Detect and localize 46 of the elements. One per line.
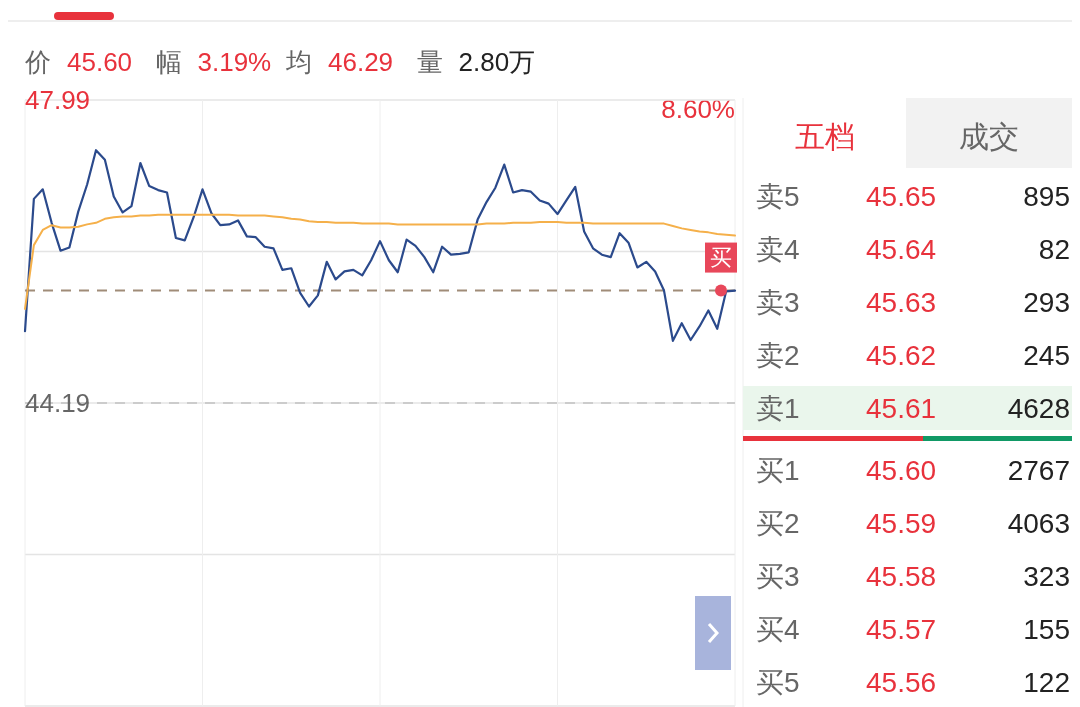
annotation: 买 (710, 245, 732, 271)
text: 4628 (1007, 393, 1070, 424)
text: 895 (1023, 181, 1070, 212)
line-series (24, 213, 736, 310)
text: 卖5 (756, 181, 800, 212)
text: 量 (416, 47, 443, 77)
text: 卖1 (756, 393, 800, 424)
line-series (23, 149, 737, 342)
text: 买4 (756, 614, 800, 645)
text: 4063 (1007, 508, 1070, 539)
text: 122 (1023, 667, 1070, 698)
text: 成交 (959, 120, 1019, 153)
text: 买1 (756, 455, 800, 486)
text: 46.29 (328, 47, 394, 77)
annotation: 8.60% (661, 94, 735, 124)
text: 45.58 (866, 561, 937, 592)
text: 45.63 (866, 287, 937, 318)
text: 卖4 (756, 234, 800, 265)
text: 293 (1023, 287, 1070, 318)
y-tick-label: 47.99 (25, 85, 91, 115)
text: 价 (24, 47, 51, 77)
text: 45.61 (866, 393, 937, 424)
text: 买3 (756, 561, 800, 592)
text: 2767 (1007, 455, 1070, 486)
text: 3.19% (197, 47, 272, 77)
text: 买5 (756, 667, 800, 698)
text: 45.60 (67, 47, 133, 77)
text: 45.59 (866, 508, 937, 539)
text: 均 (285, 47, 312, 77)
text: 45.60 (866, 455, 937, 486)
text: 卖3 (756, 287, 800, 318)
text: 155 (1023, 614, 1070, 645)
text: 45.57 (866, 614, 937, 645)
text: 245 (1023, 340, 1070, 371)
text: 82 (1038, 234, 1070, 265)
text: 卖2 (756, 340, 800, 371)
text: 45.65 (866, 181, 937, 212)
text: 幅 (155, 47, 182, 77)
y-tick-label: 44.19 (25, 388, 91, 418)
text: 五档 (795, 120, 855, 153)
text: 45.56 (866, 667, 937, 698)
text: 2.80万 (458, 47, 536, 77)
text: 买2 (756, 508, 800, 539)
text: 45.64 (866, 234, 937, 265)
text: 45.62 (866, 340, 937, 371)
text: 323 (1023, 561, 1070, 592)
